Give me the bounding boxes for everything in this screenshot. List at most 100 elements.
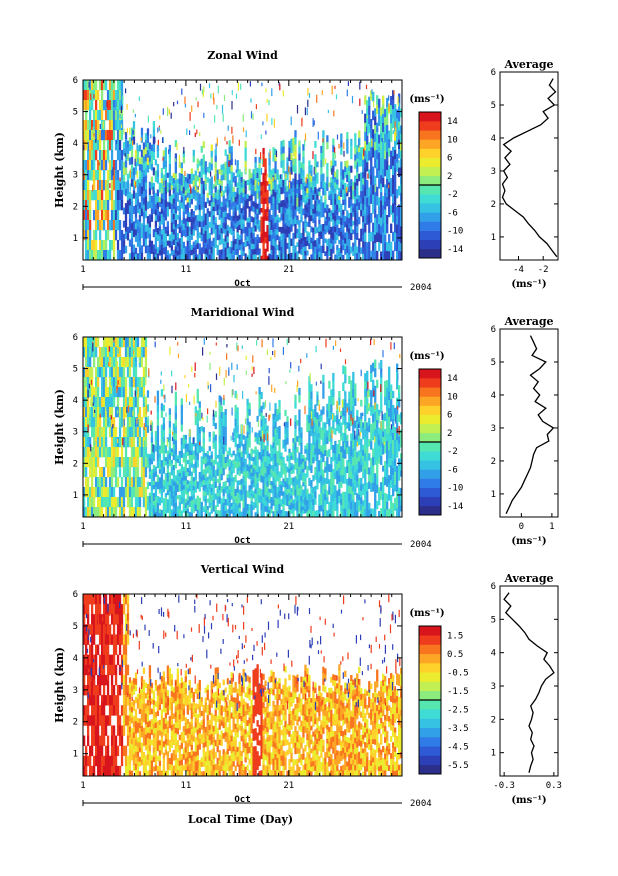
- colorbar: (ms⁻¹) 1.5 0.5 -0.5 -1.5 -2.5 -3.5 -4.5 -5.5: [409, 608, 469, 775]
- profile-title: Average: [503, 315, 553, 328]
- y-tick-label: 3: [73, 428, 78, 438]
- colorbar-unit: (ms⁻¹): [409, 94, 444, 105]
- colorbar-unit: (ms⁻¹): [409, 608, 444, 619]
- colorbar-swatch: [419, 239, 441, 250]
- y-tick-label: 5: [73, 365, 78, 375]
- colorbar-swatch: [419, 414, 441, 425]
- profile-x-label: (ms⁻¹): [511, 536, 546, 547]
- y-tick-label: 5: [73, 108, 78, 118]
- y-tick-label: 4: [73, 139, 78, 149]
- x-tick-label: 11: [180, 781, 191, 791]
- year-label: 2004: [410, 283, 432, 293]
- colorbar-tick-label: 14: [447, 117, 458, 127]
- profile-y-tick-label: 3: [491, 167, 496, 177]
- profile-y-tick-label: 3: [491, 424, 496, 434]
- plot-frame: [82, 593, 403, 777]
- x-tick-label: 11: [180, 522, 191, 532]
- colorbar-tick-label: -2: [447, 190, 458, 200]
- colorbar-tick-label: -3.5: [447, 724, 469, 734]
- colorbar-tick-label: 6: [447, 154, 452, 164]
- time-axis-label: Local Time (Day): [188, 813, 293, 826]
- profile-y-tick-label: 1: [491, 233, 496, 243]
- colorbar-tick-label: 2: [447, 172, 452, 182]
- profile-title: Average: [503, 572, 553, 585]
- colorbar-tick-label: 0.5: [447, 650, 463, 660]
- profile-x-tick-label: -2: [538, 265, 549, 275]
- y-tick-label: 6: [73, 590, 78, 600]
- colorbar-tick-label: -1.5: [447, 687, 469, 697]
- profile-title: Average: [503, 58, 553, 71]
- y-tick-label: 4: [73, 396, 78, 406]
- profile-y-tick-label: 2: [491, 200, 496, 210]
- colorbar-tick-label: 10: [447, 135, 458, 145]
- profile-line: [505, 335, 555, 514]
- colorbar-swatch: [419, 148, 441, 158]
- colorbar-tick-label: -14: [447, 502, 463, 512]
- colorbar-swatch: [419, 185, 441, 195]
- y-tick-label: 5: [73, 622, 78, 632]
- y-tick-label: 2: [73, 459, 78, 469]
- colorbar-swatch: [419, 396, 441, 406]
- year-label: 2004: [410, 540, 432, 550]
- colorbar: (ms⁻¹) 14 10 6 2 -2 -6 -10 -14: [409, 94, 463, 259]
- y-tick-label: 6: [73, 333, 78, 343]
- colorbar-swatch: [419, 405, 441, 415]
- colorbar-swatch: [419, 230, 441, 241]
- colorbar-tick-label: -0.5: [447, 668, 469, 678]
- plot-frame: [82, 336, 403, 518]
- profile-y-tick-label: 4: [491, 391, 496, 401]
- colorbar-swatch: [419, 755, 441, 766]
- y-axis-label: Height (km): [53, 389, 66, 465]
- colorbar-swatch: [419, 663, 441, 673]
- profile-line: [501, 78, 558, 258]
- profile-x-tick-label: 0.3: [546, 781, 562, 791]
- profile-y-tick-label: 4: [491, 134, 496, 144]
- colorbar-tick-label: -2.5: [447, 705, 469, 715]
- colorbar-swatch: [419, 432, 441, 443]
- x-tick-label: 1: [80, 781, 85, 791]
- colorbar-tick-label: -6: [447, 465, 458, 475]
- colorbar-swatch: [419, 166, 441, 177]
- profile-y-tick-label: 2: [491, 715, 496, 725]
- y-tick-label: 1: [73, 234, 78, 244]
- colorbar-tick-label: -4.5: [447, 742, 469, 752]
- y-tick-label: 2: [73, 202, 78, 212]
- y-tick-label: 1: [73, 750, 78, 760]
- profile-y-tick-label: 5: [491, 615, 496, 625]
- month-label: Oct: [234, 795, 250, 805]
- colorbar-swatch: [419, 496, 441, 507]
- profile-x-tick-label: -4: [513, 265, 524, 275]
- profile-x-tick-label: -0.3: [493, 781, 515, 791]
- colorbar-swatch: [419, 387, 441, 397]
- colorbar-swatch: [419, 212, 441, 222]
- colorbar-tick-label: 1.5: [447, 631, 463, 641]
- x-tick-label: 1: [80, 522, 85, 532]
- colorbar-swatch: [419, 681, 441, 692]
- colorbar: (ms⁻¹) 14 10 6 2 -2 -6 -10 -14: [409, 351, 463, 516]
- year-label: 2004: [410, 799, 432, 809]
- colorbar-tick-label: 6: [447, 411, 452, 421]
- colorbar-swatch: [419, 442, 441, 452]
- x-tick-label: 11: [180, 265, 191, 275]
- profile-x-label: (ms⁻¹): [511, 795, 546, 806]
- x-tick-label: 21: [283, 265, 294, 275]
- colorbar-swatch: [419, 369, 441, 379]
- y-axis-label: Height (km): [53, 132, 66, 208]
- colorbar-swatch: [419, 764, 441, 775]
- profile-y-tick-label: 3: [491, 682, 496, 692]
- colorbar-swatch: [419, 690, 441, 701]
- y-tick-label: 3: [73, 171, 78, 181]
- colorbar-swatch: [419, 203, 441, 213]
- profile-frame: [499, 328, 559, 518]
- colorbar-swatch: [419, 221, 441, 231]
- colorbar-swatch: [419, 423, 441, 434]
- profile-x-tick-label: 1: [549, 522, 554, 532]
- profile-y-tick-label: 5: [491, 101, 496, 111]
- heatmap-field: [83, 80, 403, 261]
- colorbar-swatch: [419, 487, 441, 498]
- profile-y-tick-label: 4: [491, 649, 496, 659]
- colorbar-tick-label: -5.5: [447, 761, 469, 771]
- panel-title: Maridional Wind: [191, 306, 295, 319]
